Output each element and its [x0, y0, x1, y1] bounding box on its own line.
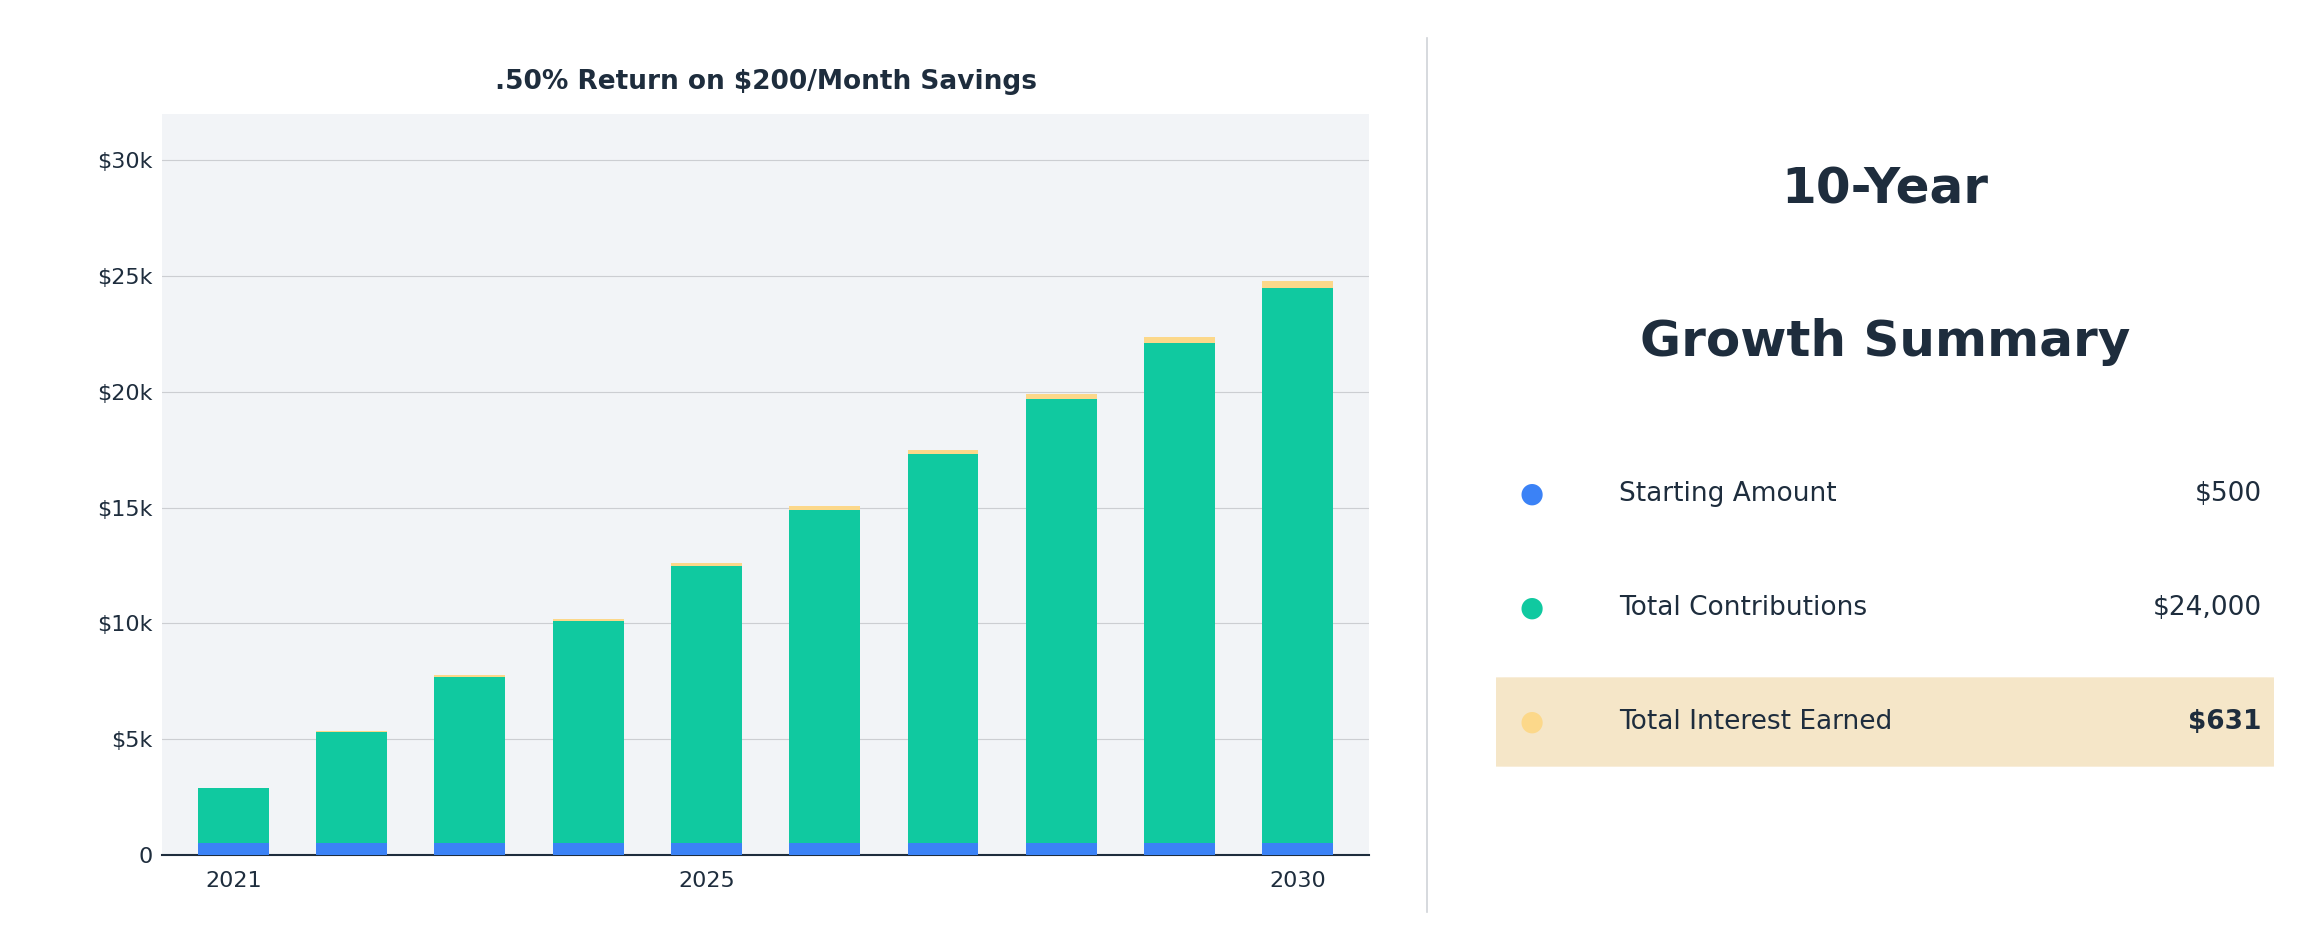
- Bar: [907, 454, 979, 844]
- Bar: [789, 510, 861, 844]
- Bar: [670, 565, 742, 844]
- Bar: [907, 450, 979, 454]
- Text: Growth Summary: Growth Summary: [1640, 318, 2130, 366]
- Text: ●: ●: [1520, 594, 1543, 622]
- Bar: [1262, 288, 1334, 844]
- Bar: [789, 506, 861, 510]
- Bar: [316, 732, 387, 844]
- FancyBboxPatch shape: [1473, 677, 2297, 767]
- Text: 10-Year: 10-Year: [1782, 166, 1988, 214]
- Bar: [1025, 844, 1097, 855]
- Bar: [197, 788, 269, 844]
- Text: Starting Amount: Starting Amount: [1619, 481, 1837, 507]
- Bar: [1025, 393, 1097, 399]
- Bar: [1144, 844, 1216, 855]
- Text: Total Contributions: Total Contributions: [1619, 595, 1868, 621]
- Bar: [907, 844, 979, 855]
- Bar: [434, 676, 506, 844]
- Bar: [1144, 343, 1216, 844]
- Text: ●: ●: [1520, 480, 1543, 508]
- Bar: [1025, 399, 1097, 844]
- Bar: [434, 675, 506, 676]
- Bar: [552, 844, 624, 855]
- Text: $500: $500: [2195, 481, 2262, 507]
- Bar: [1262, 844, 1334, 855]
- Bar: [670, 562, 742, 565]
- Bar: [789, 844, 861, 855]
- Text: $631: $631: [2188, 709, 2262, 735]
- Bar: [552, 621, 624, 844]
- Bar: [1144, 337, 1216, 343]
- Bar: [670, 844, 742, 855]
- Bar: [552, 619, 624, 621]
- Bar: [434, 844, 506, 855]
- Text: $24,000: $24,000: [2153, 595, 2262, 621]
- Bar: [197, 844, 269, 855]
- Bar: [316, 844, 387, 855]
- Bar: [1262, 280, 1334, 288]
- Text: Total Interest Earned: Total Interest Earned: [1619, 709, 1893, 735]
- Title: .50% Return on $200/Month Savings: .50% Return on $200/Month Savings: [494, 69, 1037, 95]
- Text: ●: ●: [1520, 708, 1543, 736]
